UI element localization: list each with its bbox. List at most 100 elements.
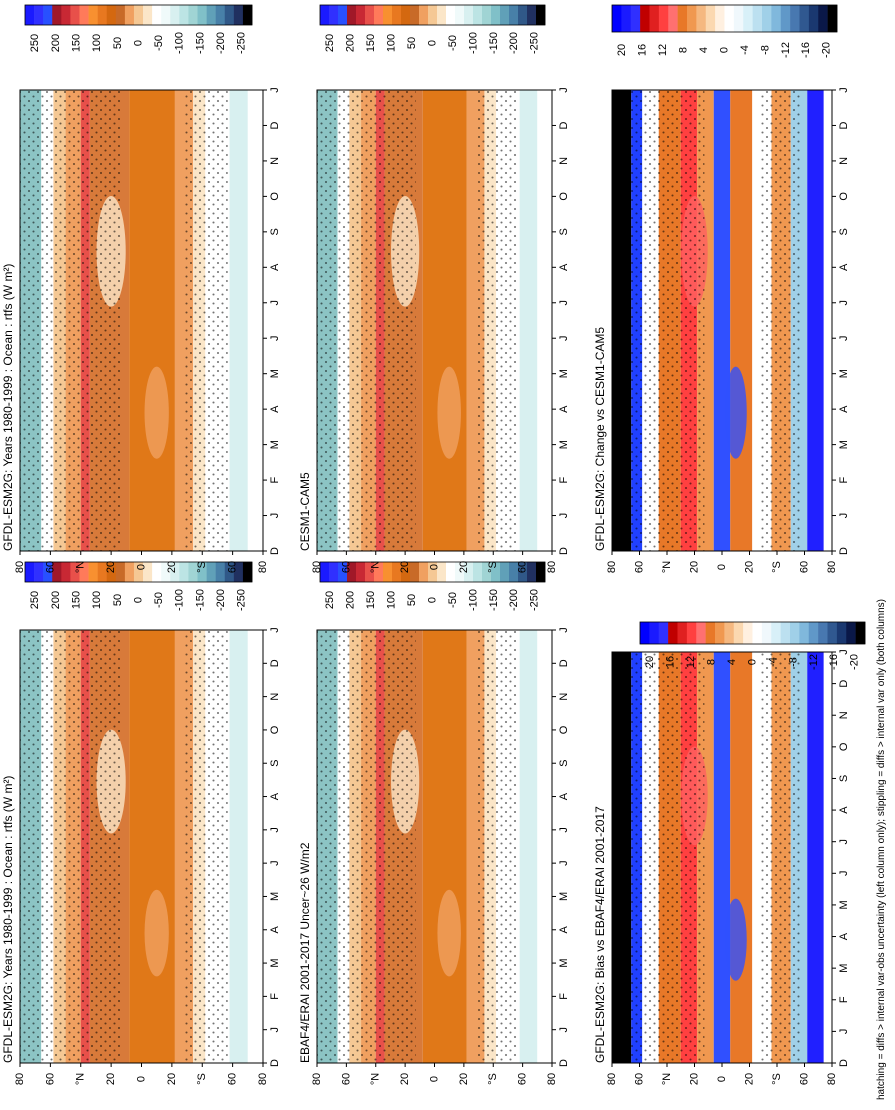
month-tick-label: D xyxy=(269,659,281,667)
colorbar-model-bottom: 250 200 150 100 50 0 -50 -100 -150 -200 -250 xyxy=(24,561,253,611)
colorbar-label: 100 xyxy=(91,591,103,609)
colorbar-label: -50 xyxy=(447,592,459,608)
colorbar-swatch xyxy=(179,562,189,582)
lat-tick-label: 0 xyxy=(428,564,440,570)
month-tick-label: N xyxy=(838,157,850,165)
lat-tick-label: 20 xyxy=(458,1073,470,1085)
contour-blob xyxy=(144,366,169,459)
lat-tick-label: °N xyxy=(75,561,87,573)
colorbar-label: 12 xyxy=(657,44,669,56)
lat-tick-label: 0 xyxy=(135,564,147,570)
colorbar-label: -100 xyxy=(174,589,186,611)
month-tick-label: A xyxy=(558,925,570,933)
colorbar-swatch xyxy=(649,622,660,644)
colorbar-swatch xyxy=(320,5,330,25)
lat-tick-label: 0 xyxy=(135,1076,147,1082)
colorbar-swatch xyxy=(34,562,44,582)
panel-title: GFDL-ESM2G: Years 1980-1999 : Ocean : rt… xyxy=(1,264,15,551)
month-tick-label: A xyxy=(558,263,570,271)
panel-cesm: D J F M A M J J A S O N D J 80 60 °N 20 0 20 °S 60 80 CESM1-CAM… xyxy=(298,87,570,573)
colorbar-swatch xyxy=(43,5,53,25)
lat-tick-label: 20 xyxy=(105,1073,117,1085)
month-tick-label: J xyxy=(269,300,281,306)
colorbar-label: -20 xyxy=(821,42,833,58)
colorbar-swatch xyxy=(630,5,641,32)
colorbar-swatch xyxy=(446,5,456,25)
stippling xyxy=(475,90,518,551)
stippling xyxy=(317,90,416,551)
contour-blob xyxy=(144,889,169,977)
month-tick-label: A xyxy=(838,405,850,413)
lat-tick-label: 60 xyxy=(517,1073,529,1085)
colorbar-swatch xyxy=(455,5,465,25)
colorbar-swatch xyxy=(724,622,735,644)
colorbar-label: -200 xyxy=(508,32,520,54)
month-tick-label: D xyxy=(558,547,570,555)
month-tick-label: A xyxy=(269,263,281,271)
colorbar-swatch xyxy=(527,562,537,582)
month-tick-label: O xyxy=(558,192,570,201)
colorbar-swatch xyxy=(410,562,420,582)
lat-tick-label: 20 xyxy=(743,561,755,573)
month-tick-label: D xyxy=(838,680,850,688)
colorbar-swatch xyxy=(482,562,492,582)
colorbar-swatch xyxy=(799,622,810,644)
colorbar-swatch xyxy=(161,5,171,25)
colorbar-swatch xyxy=(329,5,339,25)
colorbar-swatch xyxy=(392,562,402,582)
colorbar-frame xyxy=(319,561,546,583)
colorbar-label: -150 xyxy=(194,589,206,611)
contour-blob xyxy=(724,366,747,459)
colorbar-swatch xyxy=(233,562,244,582)
stippling xyxy=(317,630,416,1063)
colorbar-swatch xyxy=(25,562,35,582)
colorbar-swatch xyxy=(79,5,89,25)
month-tick-label: N xyxy=(558,157,570,165)
colorbar-swatch xyxy=(509,5,519,25)
month-tick-label: J xyxy=(558,87,570,93)
colorbar-swatch xyxy=(808,622,819,644)
month-tick-label: J xyxy=(558,513,570,519)
lat-tick-label: 80 xyxy=(606,1073,618,1085)
month-tick-label: J xyxy=(269,1027,281,1033)
colorbar-swatch xyxy=(855,622,866,644)
lat-tick-label: 80 xyxy=(606,561,618,573)
stippling xyxy=(184,90,228,551)
colorbar-swatch xyxy=(428,562,438,582)
month-tick-label: J xyxy=(838,87,850,93)
month-tick-label: J xyxy=(838,649,850,655)
month-tick-label: N xyxy=(269,693,281,701)
colorbar-swatch xyxy=(752,622,763,644)
colorbar-swatch xyxy=(686,622,697,644)
lat-tick-label: 80 xyxy=(257,561,269,573)
month-tick-label: D xyxy=(269,121,281,129)
colorbar-swatch xyxy=(419,5,429,25)
field-band xyxy=(730,652,753,1063)
colorbar-swatch xyxy=(97,562,108,582)
colorbar-frame xyxy=(639,621,866,645)
field-band xyxy=(519,90,538,551)
month-tick-label: S xyxy=(269,228,281,235)
colorbar-swatch xyxy=(500,5,510,25)
colorbar-swatch xyxy=(491,5,501,25)
lat-tick-label: 60 xyxy=(798,561,810,573)
lat-tick-label: 80 xyxy=(14,561,26,573)
field-band xyxy=(537,90,552,551)
panel-change: D J F M A M J J A S O N D J 80 60 °N 20 0 20 °S 60 80 GFDL-ESM2… xyxy=(593,87,850,573)
colorbar-label: 150 xyxy=(365,34,377,52)
colorbar-swatch xyxy=(827,622,838,644)
colorbar-swatch xyxy=(649,5,660,32)
colorbar-swatch xyxy=(658,622,669,644)
field-band xyxy=(422,630,467,1063)
colorbar-label: -12 xyxy=(780,42,792,58)
month-tick-label: O xyxy=(269,192,281,201)
lat-tick-label: 0 xyxy=(716,1076,728,1082)
lat-tick-label: °S xyxy=(487,561,499,573)
colorbar-swatch xyxy=(224,562,235,582)
colorbar-label: -100 xyxy=(174,32,186,54)
month-tick-label: A xyxy=(269,792,281,800)
colorbar-swatch xyxy=(473,5,483,25)
field-band xyxy=(823,90,832,551)
colorbar-label: -250 xyxy=(236,32,248,54)
